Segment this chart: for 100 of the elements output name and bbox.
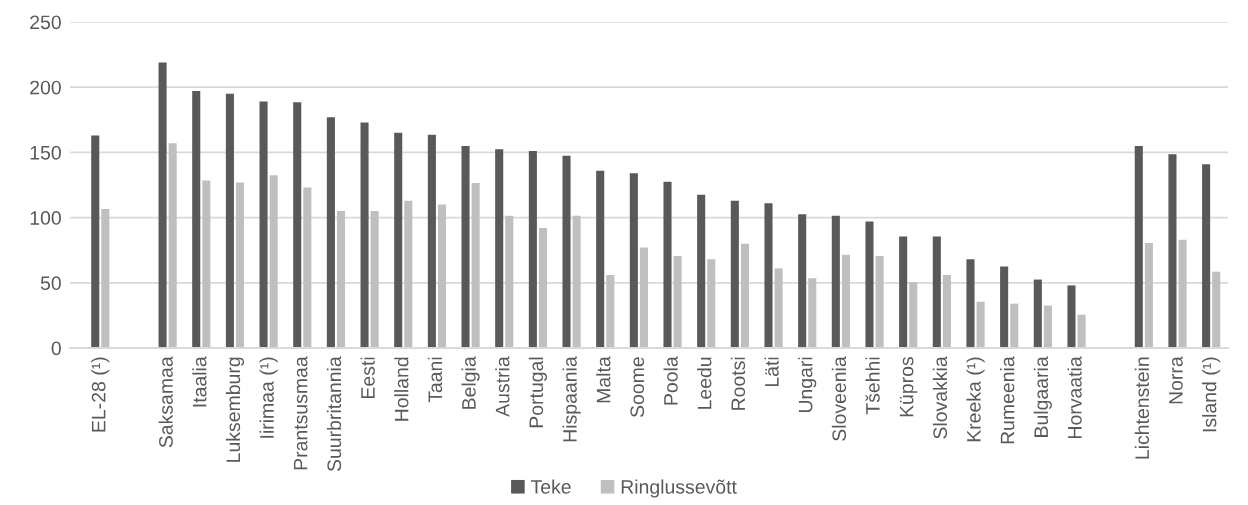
x-tick-label: Austria: [495, 356, 510, 417]
bar: [394, 132, 403, 348]
x-tick-label: Horvaatia: [1067, 356, 1082, 438]
y-tick-label: 100: [30, 211, 61, 225]
bar: [1043, 305, 1052, 348]
bar: [528, 151, 537, 348]
bar: [538, 228, 547, 348]
x-tick-label: Lichtenstein: [1134, 357, 1150, 459]
x-tick-label: EL-28 (¹): [91, 357, 110, 432]
x-tick-label: Holland: [394, 357, 409, 421]
bar: [798, 214, 807, 348]
x-tick-label: Malta: [596, 356, 611, 403]
legend-label: Ringlussevõtt: [621, 479, 737, 498]
bar: [707, 259, 716, 348]
bar: [1144, 243, 1153, 348]
x-tick-label: Hispaania: [562, 356, 581, 442]
bar: [269, 175, 278, 348]
bar: [370, 211, 379, 348]
y-tick-label: 50: [40, 276, 61, 291]
bar: [1000, 266, 1009, 348]
bar: [293, 102, 302, 348]
bar: [808, 278, 817, 348]
x-tick-label: Leedu: [697, 357, 712, 409]
bar: [673, 256, 682, 348]
bar: [899, 236, 908, 348]
bar: [336, 211, 346, 348]
bar: [303, 187, 312, 348]
bar: [1033, 279, 1042, 348]
bar: [1202, 164, 1211, 348]
x-tick-label: Slovakkia: [932, 356, 948, 439]
bar: [629, 173, 638, 348]
bar: [225, 93, 234, 348]
x-tick-label: Luksemburg: [225, 357, 245, 462]
bar: [966, 259, 975, 348]
y-tick-label: 0: [51, 341, 61, 356]
bar: [404, 200, 413, 348]
bar: [1178, 239, 1187, 348]
bar: [202, 180, 211, 348]
x-tick-label: Bulgaaria: [1033, 356, 1052, 437]
bar: [168, 143, 177, 348]
x-tick-label: Norra: [1169, 356, 1183, 404]
bar: [865, 221, 874, 348]
bar: [1077, 314, 1086, 348]
bar: [326, 117, 335, 348]
bar: [235, 182, 245, 348]
x-tick-label: Portugal: [528, 357, 547, 428]
x-tick-label: Suurbritannia: [326, 356, 342, 472]
bar: [461, 145, 470, 348]
x-tick-label: Eesti: [360, 357, 375, 398]
bar: [1067, 285, 1076, 348]
bar: [606, 274, 615, 348]
bar: [942, 274, 951, 348]
x-tick-label: Iirimaa (¹): [259, 357, 278, 438]
x-tick-label: Prantsusmaa: [293, 356, 308, 470]
bar: [831, 215, 840, 348]
bar: [1010, 303, 1019, 348]
bar: [259, 101, 268, 348]
bar: [932, 236, 941, 348]
bar: [437, 204, 447, 348]
x-tick-label: Taani: [427, 357, 443, 403]
bar: [91, 135, 100, 348]
x-tick-label: Kreeka (¹): [966, 357, 985, 442]
x-tick-label: Rootsi: [730, 357, 746, 410]
bar: [495, 149, 504, 348]
x-tick-label: Ungari: [798, 357, 817, 413]
x-tick-label: Belgia: [461, 356, 480, 409]
bar: [471, 183, 480, 348]
bar: [730, 200, 739, 348]
bar: [764, 203, 773, 348]
bar: [841, 254, 850, 348]
legend-label: Teke: [530, 479, 571, 494]
x-tick-label: Island (¹): [1202, 357, 1221, 432]
bar: [1134, 145, 1143, 348]
bar: [596, 170, 605, 348]
x-tick-label: Poola: [663, 356, 678, 405]
bar: [774, 268, 783, 348]
bar: [427, 134, 436, 348]
x-tick-label: Soome: [630, 357, 645, 418]
bar: [697, 194, 706, 348]
bar: [1168, 154, 1177, 348]
bar: [639, 247, 648, 348]
x-tick-label: Itaalia: [192, 356, 207, 407]
x-tick-label: Sloveenia: [831, 356, 847, 441]
x-tick-label: Küpros: [899, 357, 918, 417]
bar: [101, 209, 110, 348]
bar: [192, 91, 201, 348]
bar: [505, 215, 514, 348]
x-tick-label: Läti: [764, 357, 779, 387]
bar: [875, 256, 884, 348]
y-tick-label: 200: [30, 80, 61, 95]
y-tick-label: 150: [30, 145, 61, 160]
bar: [976, 301, 985, 348]
y-tick-label: 250: [30, 15, 61, 30]
bar: [562, 155, 571, 348]
bar: [1212, 271, 1221, 348]
bar: [663, 181, 672, 348]
bar: [572, 215, 581, 348]
bar: [360, 122, 369, 348]
x-tick-label: Rumeenia: [1000, 356, 1015, 444]
x-tick-label: Saksamaa: [158, 356, 173, 448]
